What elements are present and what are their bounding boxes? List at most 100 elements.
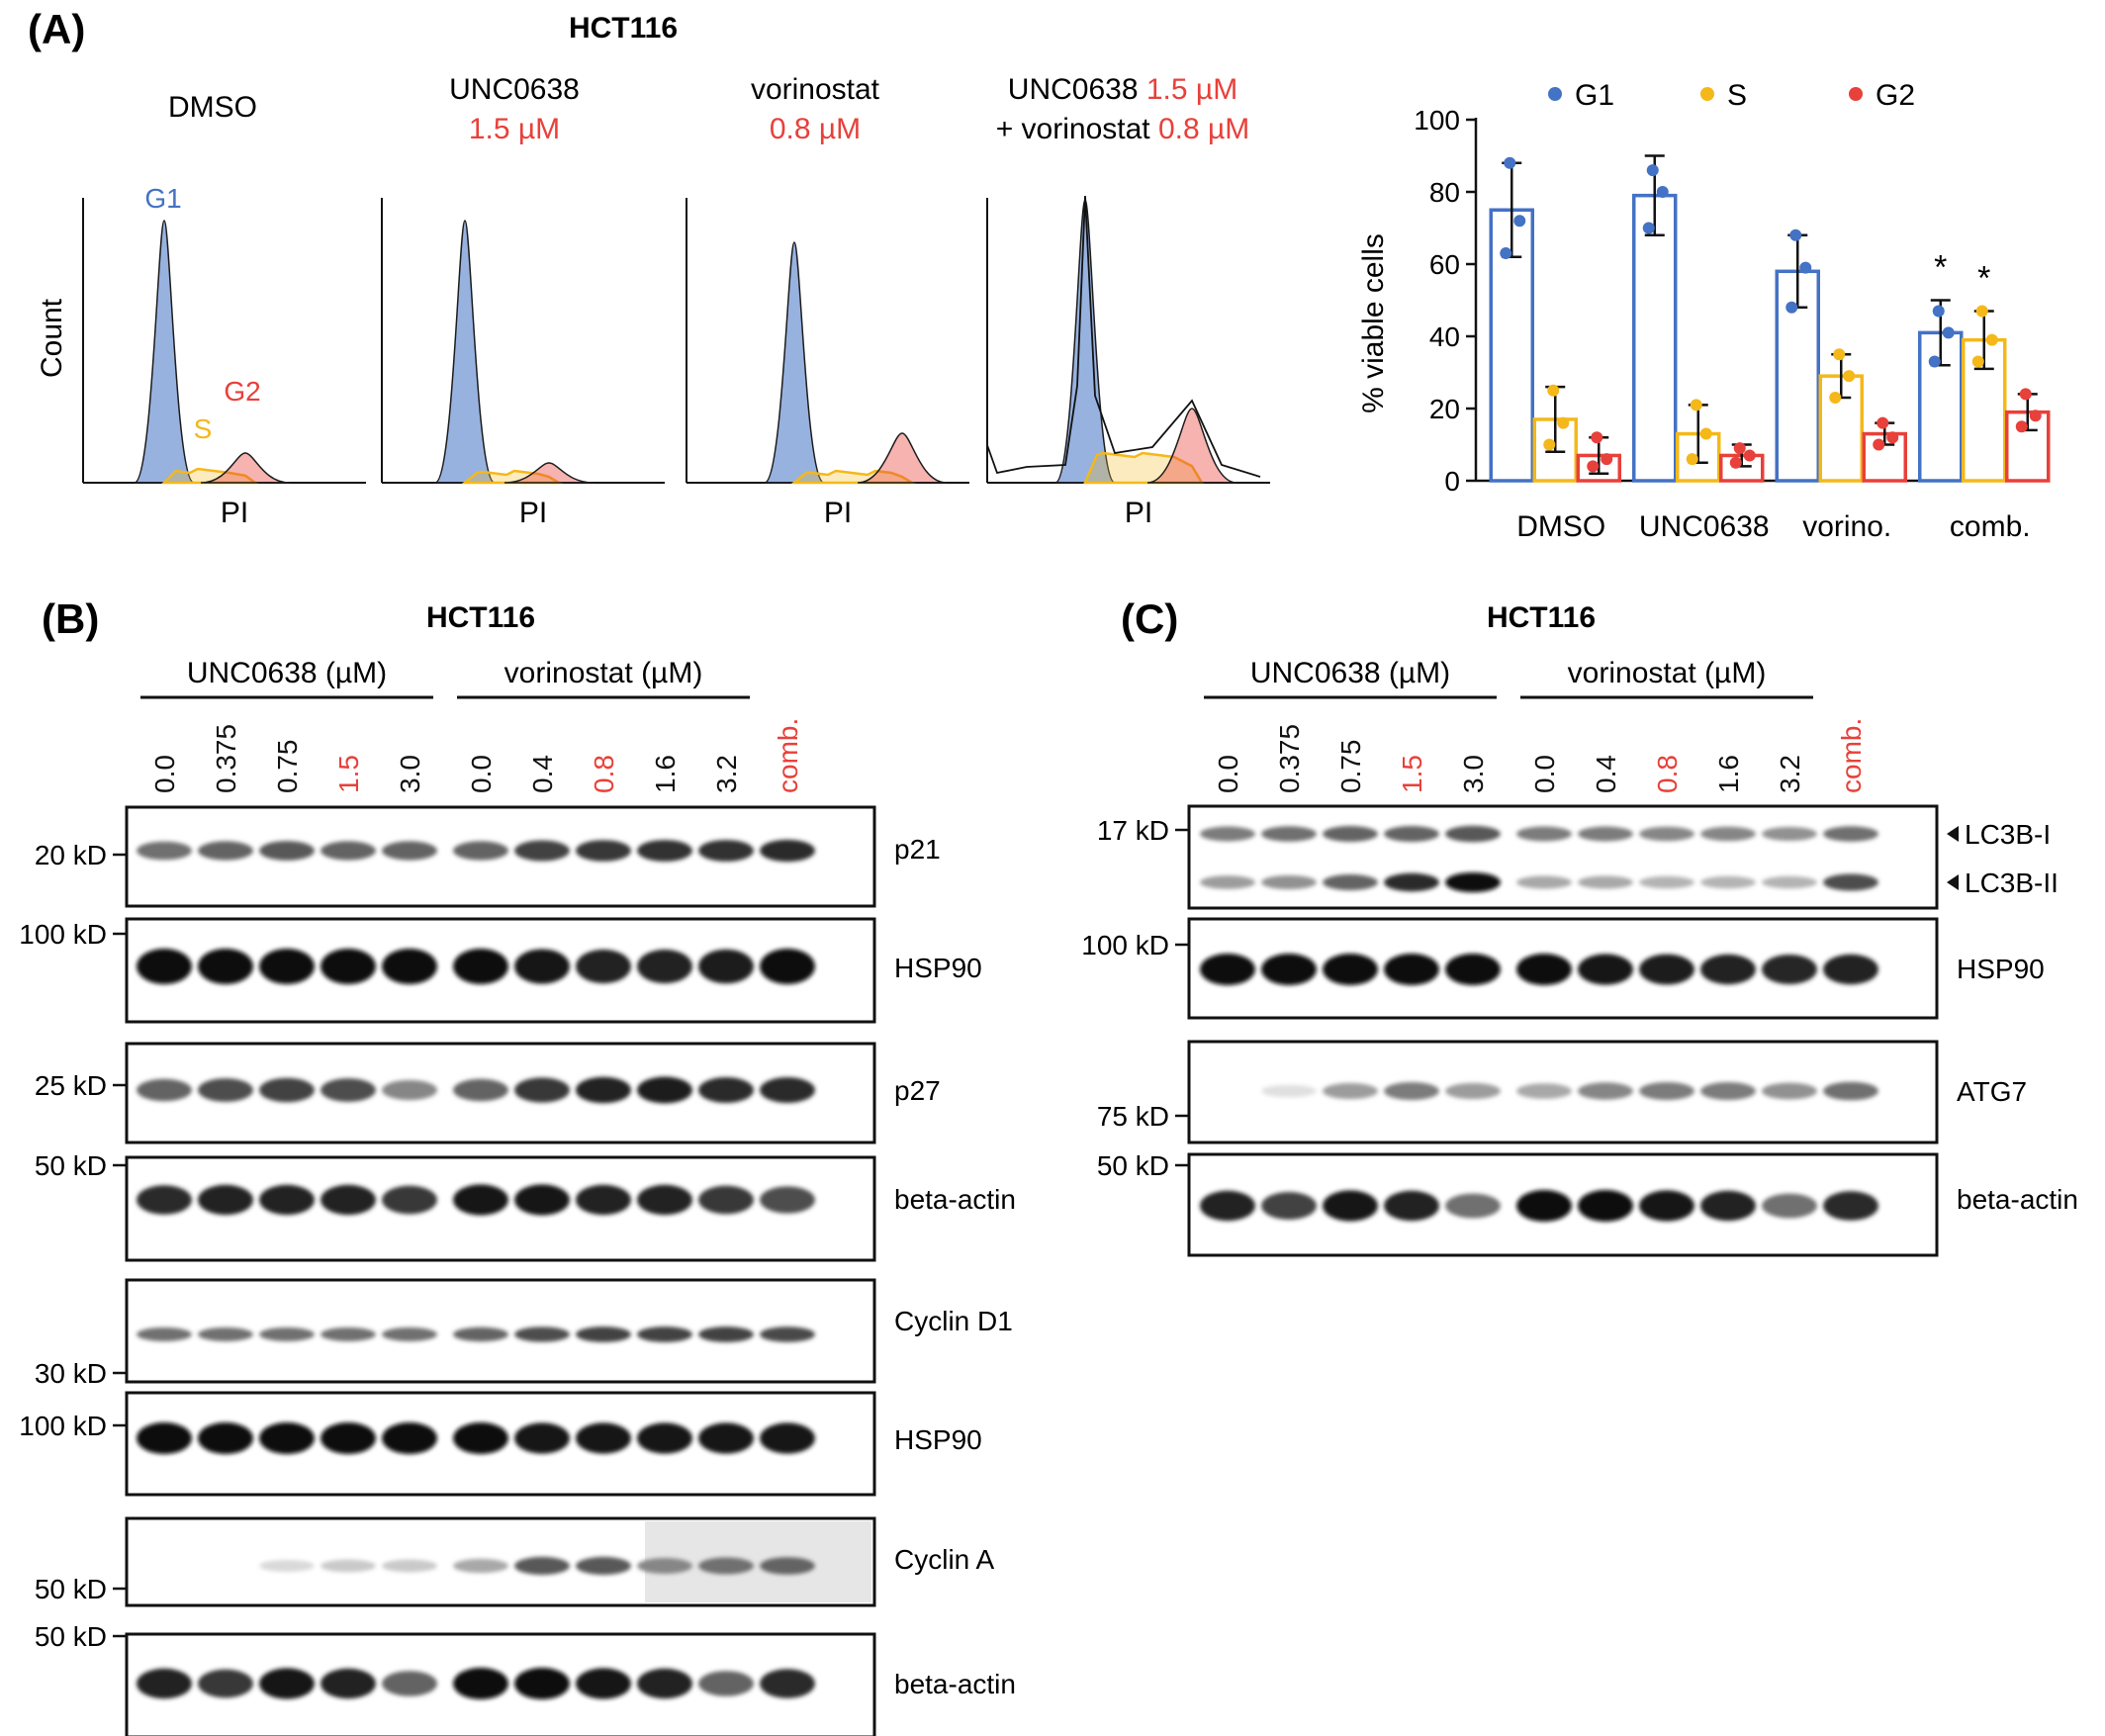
band [760,1422,815,1454]
data-point [2019,388,2032,401]
band [760,839,815,863]
band [382,841,437,861]
band [1762,875,1817,889]
data-point [1699,427,1712,440]
blot-atg7: 75 kD ATG7 [1097,1040,2027,1144]
protein-label: HSP90 [1957,954,2045,984]
band [637,1326,692,1342]
band [320,841,376,861]
band [1762,1193,1817,1219]
lane-label: 3.0 [1458,755,1489,793]
data-point [1789,228,1802,241]
s-peak-label: S [194,413,213,444]
data-point [2015,420,2028,433]
blot-p27: 25 kD p27 [35,1042,941,1144]
band [382,1327,437,1341]
lane-label: 0.0 [466,755,497,793]
blot-beta-actin: 50 kD beta-actin [35,1150,1016,1262]
flow-histogram-0: PI [82,198,366,529]
band [320,1422,376,1454]
band [1700,826,1756,842]
band [137,1327,192,1341]
data-point [1886,431,1899,444]
lane-label: 0.75 [272,740,303,794]
band [137,949,192,984]
band [637,1076,692,1104]
band [1200,826,1255,842]
band [1384,872,1439,892]
lane-label: 0.75 [1335,740,1366,794]
band [698,1077,754,1103]
protein-label-2: LC3B-II [1965,868,2059,898]
legend-marker-G1 [1548,87,1562,101]
band [320,949,376,984]
x-category-label: DMSO [1516,510,1605,543]
legend-label-S: S [1727,79,1747,112]
band [198,949,253,984]
band [1445,954,1501,985]
marker-label: 100 kD [19,1411,107,1441]
s-phase-area [790,469,917,485]
panel-b-label: (B) [42,595,99,642]
band [576,1422,631,1454]
lane-label: comb. [773,718,803,793]
data-point [1557,416,1570,429]
data-point [1876,416,1889,429]
legend-label-G2: G2 [1876,79,1915,112]
band [760,949,815,984]
flow-title-comb: UNC0638 1.5 µM [1008,73,1237,106]
x-category-label: UNC0638 [1639,510,1770,543]
band [1823,826,1878,842]
band [453,1326,508,1342]
marker-label: 75 kD [1097,1101,1169,1132]
cell-cycle-bar-chart: % viable cells G1 S G2 0 20 40 60 80 100 DMSO UNC… [1357,79,2051,543]
band [514,1077,570,1103]
marker-label: 50 kD [1097,1150,1169,1181]
protein-label: HSP90 [894,1424,982,1455]
band [453,1558,508,1574]
band [259,1184,315,1216]
band [137,1422,192,1454]
count-axis-label: Count [36,298,68,378]
band [1516,1190,1572,1222]
band [137,1185,192,1215]
y-tick-label: 0 [1444,466,1460,497]
band [514,840,570,862]
band [259,1668,315,1699]
protein-label: ATG7 [1957,1076,2027,1107]
band [1200,1190,1255,1222]
g1-peak-label: G1 [144,183,181,214]
flow-title-unc-dose: 1.5 µM [469,113,560,145]
band [1639,875,1694,889]
g1-peak [134,220,195,484]
blot-hsp90: 100 kD HSP90 [1081,917,2045,1020]
band [514,949,570,984]
band [1700,875,1756,889]
protein-label: LC3B-I [1965,819,2051,850]
band [698,840,754,862]
band [760,1077,815,1103]
band [1762,827,1817,841]
band [514,1326,570,1342]
band [382,1422,437,1454]
marker-label: 50 kD [35,1621,107,1652]
data-point [1843,370,1856,383]
data-point [1500,247,1512,260]
band [382,949,437,984]
lane-label: 0.0 [1213,755,1243,793]
band [320,1184,376,1216]
data-point [1942,326,1955,339]
band [259,949,315,984]
band [259,841,315,861]
panel-a-label: (A) [28,6,85,52]
significance-mark: * [1977,259,1990,297]
band [259,1422,315,1454]
panel-c-cell-line: HCT116 [1487,601,1596,634]
band [320,1668,376,1699]
band [137,1078,192,1102]
data-point [1587,460,1600,473]
data-point [1642,222,1655,234]
band [1578,954,1633,985]
pi-axis-label: PI [221,497,248,529]
